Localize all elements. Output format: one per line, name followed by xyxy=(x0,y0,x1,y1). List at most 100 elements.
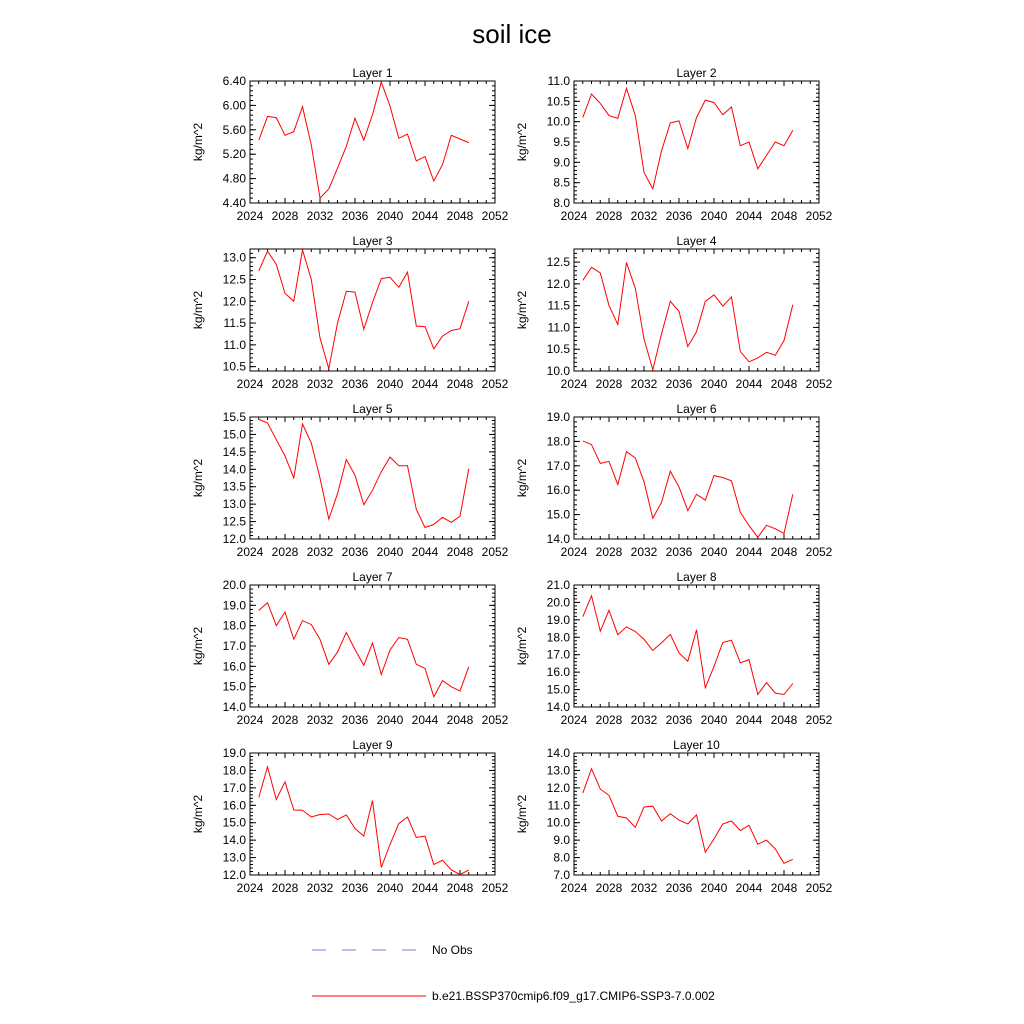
panel-10-ytick-label: 10.0 xyxy=(547,816,571,830)
panel-5-ytick-label: 15.5 xyxy=(223,410,247,424)
panel-5-xtick-label: 2040 xyxy=(377,545,404,559)
panel-6: Layer 6 2024 2028 2032 2036 2040 2044 2048 2052 1… xyxy=(515,402,833,559)
panel-4-xtick-label: 2048 xyxy=(771,377,798,391)
panel-7-ytick-label: 15.0 xyxy=(223,680,247,694)
panel-6-xtick-label: 2028 xyxy=(596,545,623,559)
panel-3: Layer 3 2024 2028 2032 2036 2040 2044 2048 2052 1… xyxy=(191,234,509,391)
panel-4-ylabel: kg/m^2 xyxy=(515,291,529,330)
panel-10-xtick-label: 2052 xyxy=(806,881,833,895)
panel-3-ytick-label: 11.5 xyxy=(224,316,247,330)
panel-10-ytick-label: 7.0 xyxy=(553,868,570,882)
panel-7-xtick-label: 2024 xyxy=(237,713,264,727)
panel-8-xtick-label: 2040 xyxy=(701,713,728,727)
panel-8-ytick-label: 15.0 xyxy=(547,683,571,697)
panel-8-xtick-label: 2052 xyxy=(806,713,833,727)
legend-model-label: b.e21.BSSP370cmip6.f09_g17.CMIP6-SSP3-7.… xyxy=(432,989,715,1003)
panel-4-ytick-label: 11.0 xyxy=(548,320,571,334)
panel-2-ytick-label: 10.0 xyxy=(547,115,571,129)
panel-7-series-line-0 xyxy=(258,601,470,699)
panel-1-ytick-label: 6.00 xyxy=(223,98,247,112)
panel-7-xtick-label: 2036 xyxy=(342,713,369,727)
panel-1-ytick-label: 5.20 xyxy=(223,147,247,161)
panel-9-xtick-label: 2044 xyxy=(412,881,439,895)
panel-9-xtick-label: 2052 xyxy=(482,881,509,895)
panel-2-ytick-label: 9.0 xyxy=(553,155,570,169)
panel-7-ytick-label: 20.0 xyxy=(223,578,247,592)
panel-5-series-line-0 xyxy=(258,418,470,529)
panel-8-xtick-label: 2028 xyxy=(596,713,623,727)
panel-9-ytick-label: 17.0 xyxy=(223,781,247,795)
panel-10-ytick-label: 9.0 xyxy=(553,833,570,847)
panel-8-ytick-label: 17.0 xyxy=(547,648,571,662)
panel-7-ytick-label: 19.0 xyxy=(223,598,247,612)
panel-4-ytick-label: 12.0 xyxy=(547,277,571,291)
panel-2-xtick-label: 2024 xyxy=(561,209,588,223)
panel-10-ytick-label: 11.0 xyxy=(548,798,571,812)
panel-4-series-line-0 xyxy=(582,262,794,372)
panel-8-ytick-label: 21.0 xyxy=(547,578,571,592)
panel-1-xtick-label: 2040 xyxy=(377,209,404,223)
panel-9-frame xyxy=(249,752,496,876)
panel-3-ylabel: kg/m^2 xyxy=(191,291,205,330)
panel-2: Layer 2 2024 2028 2032 2036 2040 2044 2048 2052 8… xyxy=(515,66,833,223)
panel-1-xtick-label: 2044 xyxy=(412,209,439,223)
panel-7-xtick-label: 2048 xyxy=(447,713,474,727)
panel-5-xtick-label: 2044 xyxy=(412,545,439,559)
panel-3-ytick-label: 12.0 xyxy=(223,294,247,308)
panel-1-ytick-label: 4.40 xyxy=(223,196,247,210)
panel-10-series-line-0 xyxy=(582,767,794,864)
panel-8-xtick-label: 2036 xyxy=(666,713,693,727)
panel-3-frame xyxy=(249,248,496,372)
panel-5-xtick-label: 2028 xyxy=(272,545,299,559)
panel-7-title: Layer 7 xyxy=(352,570,392,584)
panel-2-xtick-label: 2044 xyxy=(736,209,763,223)
panel-8-xtick-label: 2024 xyxy=(561,713,588,727)
panel-5-ylabel: kg/m^2 xyxy=(191,459,205,498)
panel-6-xtick-label: 2032 xyxy=(631,545,658,559)
panel-10-ylabel: kg/m^2 xyxy=(515,795,529,834)
panel-4-xtick-label: 2032 xyxy=(631,377,658,391)
panel-1-ytick-label: 6.40 xyxy=(223,74,247,88)
panel-6-ytick-label: 16.0 xyxy=(547,483,571,497)
panel-6-series-line-0 xyxy=(582,440,794,539)
panel-2-xtick-label: 2032 xyxy=(631,209,658,223)
panel-3-xtick-label: 2032 xyxy=(307,377,334,391)
panel-9-xtick-label: 2028 xyxy=(272,881,299,895)
panel-4-xtick-label: 2044 xyxy=(736,377,763,391)
panel-8-ytick-label: 14.0 xyxy=(547,700,571,714)
panel-7-xtick-label: 2032 xyxy=(307,713,334,727)
panel-7-ytick-label: 14.0 xyxy=(223,700,247,714)
panel-2-ytick-label: 10.5 xyxy=(547,94,571,108)
panel-2-title: Layer 2 xyxy=(676,66,716,80)
panel-10-ytick-label: 13.0 xyxy=(547,763,571,777)
panel-10: Layer 10 2024 2028 2032 2036 2040 2044 2048 2052… xyxy=(515,738,833,895)
panel-2-xtick-label: 2040 xyxy=(701,209,728,223)
panel-6-xtick-label: 2024 xyxy=(561,545,588,559)
panel-2-xtick-label: 2036 xyxy=(666,209,693,223)
panel-3-series-line-0 xyxy=(258,249,470,369)
panel-3-xtick-label: 2052 xyxy=(482,377,509,391)
panel-6-ytick-label: 19.0 xyxy=(547,410,571,424)
panel-8-ytick-label: 18.0 xyxy=(547,630,571,644)
panel-1-xtick-label: 2024 xyxy=(237,209,264,223)
panel-2-ytick-label: 11.0 xyxy=(548,74,571,88)
panel-5-ytick-label: 13.0 xyxy=(223,497,247,511)
panel-9-title: Layer 9 xyxy=(352,738,392,752)
panel-3-xtick-label: 2028 xyxy=(272,377,299,391)
panel-10-xtick-label: 2036 xyxy=(666,881,693,895)
panel-4-ytick-label: 10.5 xyxy=(547,342,571,356)
panel-10-xtick-label: 2024 xyxy=(561,881,588,895)
panel-5-ytick-label: 12.0 xyxy=(223,532,247,546)
panel-3-ytick-label: 12.5 xyxy=(223,273,247,287)
panel-8-ytick-label: 20.0 xyxy=(547,595,571,609)
panel-2-frame xyxy=(573,80,820,204)
panel-5-xtick-label: 2036 xyxy=(342,545,369,559)
panel-1-xtick-label: 2028 xyxy=(272,209,299,223)
panel-3-xtick-label: 2040 xyxy=(377,377,404,391)
panel-2-ytick-label: 9.5 xyxy=(553,135,570,149)
panel-7-ylabel: kg/m^2 xyxy=(191,627,205,666)
panel-7-xtick-label: 2040 xyxy=(377,713,404,727)
panel-7-xtick-label: 2028 xyxy=(272,713,299,727)
panel-2-xtick-label: 2028 xyxy=(596,209,623,223)
